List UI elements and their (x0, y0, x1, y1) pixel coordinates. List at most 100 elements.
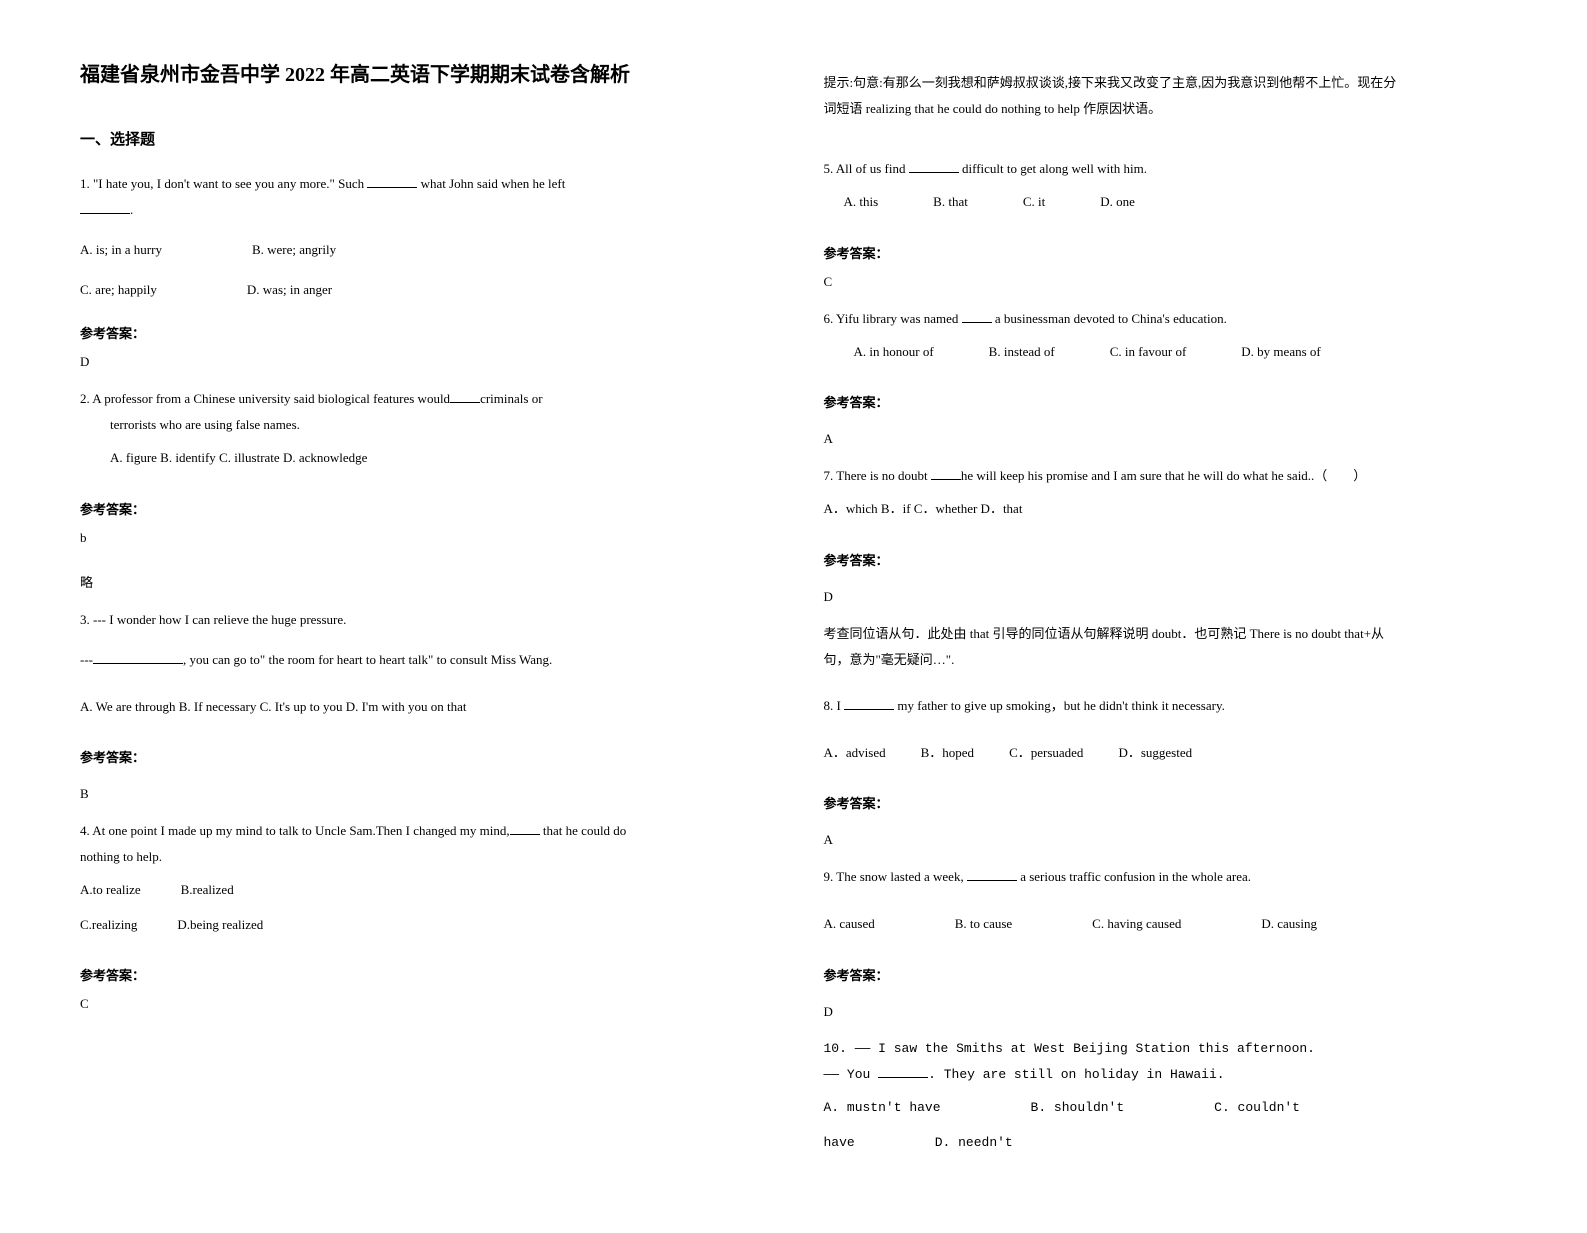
q9-opt-d: D. causing (1261, 910, 1317, 939)
question-3: 3. --- I wonder how I can relieve the hu… (80, 607, 764, 728)
q8-blank (844, 697, 894, 710)
q6-options: A. in honour of B. instead of C. in favo… (854, 338, 1508, 367)
q5-opt-c: C. it (1023, 188, 1045, 217)
q2-extra: 略 (80, 572, 764, 591)
section-1-header: 一、选择题 (80, 128, 764, 149)
q10-opt-b: B. shouldn't (1031, 1094, 1125, 1123)
q4-answer-label: 参考答案： (80, 965, 764, 984)
q10-blank (878, 1065, 928, 1078)
q10-options-row2: have D. needn't (824, 1129, 1508, 1158)
q10-opt-a: A. mustn't have (824, 1094, 941, 1123)
question-6: 6. Yifu library was named a businessman … (824, 306, 1508, 373)
q1-text-a: 1. "I hate you, I don't want to see you … (80, 176, 367, 191)
q8-options: A．advised B．hoped C．persuaded D．suggeste… (824, 739, 1508, 768)
q2-line1: 2. A professor from a Chinese university… (80, 386, 764, 412)
q10-line2: —— You . They are still on holiday in Ha… (824, 1062, 1508, 1088)
q5-text: 5. All of us find difficult to get along… (824, 156, 1508, 182)
q1-opt-b: B. were; angrily (252, 237, 336, 263)
q7-text-b: he will keep his promise and I am sure t… (961, 468, 1366, 483)
q5-opt-b: B. that (933, 188, 968, 217)
q4-options-row2: C.realizing D.being realized (80, 911, 764, 940)
q7-options: A．which B．if C．whether D．that (824, 495, 1508, 524)
q3-line1: 3. --- I wonder how I can relieve the hu… (80, 607, 764, 633)
left-column: 福建省泉州市金吾中学 2022 年高二英语下学期期末试卷含解析 一、选择题 1.… (80, 60, 764, 1173)
q7-text: 7. There is no doubt he will keep his pr… (824, 463, 1508, 489)
q2-answer: b (80, 530, 764, 546)
q10-line2-b: . They are still on holiday in Hawaii. (928, 1067, 1224, 1082)
q4-options-row1: A.to realize B.realized (80, 876, 764, 905)
q3-line2-b: , you can go to" the room for heart to h… (183, 652, 552, 667)
q6-opt-d: D. by means of (1241, 338, 1320, 367)
q8-text: 8. I my father to give up smoking，but he… (824, 693, 1508, 719)
q6-answer: A (824, 431, 1508, 447)
q8-opt-d: D．suggested (1118, 739, 1192, 768)
q1-line2: . (80, 197, 764, 223)
q3-line2-a: --- (80, 652, 93, 667)
question-2: 2. A professor from a Chinese university… (80, 386, 764, 479)
right-intro-b: 词短语 realizing that he could do nothing t… (824, 96, 1508, 122)
q1-answer: D (80, 354, 764, 370)
q9-text-a: 9. The snow lasted a week, (824, 869, 967, 884)
q3-line2: --- , you can go to" the room for heart t… (80, 647, 764, 673)
question-1: 1. "I hate you, I don't want to see you … (80, 171, 764, 303)
q8-opt-c: C．persuaded (1009, 739, 1083, 768)
q4-blank (510, 822, 540, 835)
q6-answer-label: 参考答案： (824, 392, 1508, 411)
q2-text-a: 2. A professor from a Chinese university… (80, 391, 450, 406)
q6-text-b: a businessman devoted to China's educati… (992, 311, 1227, 326)
q10-line2-a: —— You (824, 1067, 879, 1082)
q4-opt-d: D.being realized (177, 911, 263, 940)
q2-answer-label: 参考答案： (80, 499, 764, 518)
q5-answer: C (824, 274, 1508, 290)
q4-line1-b: that he could do (540, 823, 627, 838)
question-4: 4. At one point I made up my mind to tal… (80, 818, 764, 945)
q7-text-a: 7. There is no doubt (824, 468, 931, 483)
q6-opt-b: B. instead of (989, 338, 1055, 367)
q7-answer: D (824, 589, 1508, 605)
q4-opt-a: A.to realize (80, 876, 141, 905)
q1-opt-d: D. was; in anger (247, 277, 332, 303)
q10-line1: 10. —— I saw the Smiths at West Beijing … (824, 1036, 1508, 1062)
q7-answer-label: 参考答案： (824, 550, 1508, 569)
q2-line2: terrorists who are using false names. (80, 412, 764, 438)
q3-answer-label: 参考答案： (80, 747, 764, 766)
q5-opt-a: A. this (844, 188, 879, 217)
q2-blank (450, 390, 480, 403)
q9-answer-label: 参考答案： (824, 965, 1508, 984)
q10-opt-e: D. needn't (935, 1129, 1013, 1158)
q9-opt-a: A. caused (824, 910, 875, 939)
right-intro-a: 提示:句意:有那么一刻我想和萨姆叔叔谈谈,接下来我又改变了主意,因为我意识到他帮… (824, 70, 1508, 96)
q8-opt-b: B．hoped (921, 739, 974, 768)
q1-text-b: what John said when he left (417, 176, 565, 191)
q8-text-b: my father to give up smoking，but he didn… (894, 698, 1225, 713)
q4-opt-b: B.realized (181, 876, 234, 905)
q9-blank (967, 868, 1017, 881)
q1-options-row2: C. are; happily D. was; in anger (80, 277, 764, 303)
q7-blank (931, 467, 961, 480)
q4-line1: 4. At one point I made up my mind to tal… (80, 818, 764, 844)
q6-text: 6. Yifu library was named a businessman … (824, 306, 1508, 332)
q9-answer: D (824, 1004, 1508, 1020)
question-1-text: 1. "I hate you, I don't want to see you … (80, 171, 764, 197)
q9-opt-b: B. to cause (955, 910, 1012, 939)
q5-text-a: 5. All of us find (824, 161, 909, 176)
question-9: 9. The snow lasted a week, a serious tra… (824, 864, 1508, 945)
q4-answer: C (80, 996, 764, 1012)
q7-exp1: 考查同位语从句．此处由 that 引导的同位语从句解释说明 doubt．也可熟记… (824, 621, 1508, 647)
q9-opt-c: C. having caused (1092, 910, 1181, 939)
q10-opt-c: C. couldn't (1214, 1094, 1300, 1123)
q3-answer: B (80, 786, 764, 802)
q8-opt-a: A．advised (824, 739, 886, 768)
q6-opt-c: C. in favour of (1110, 338, 1187, 367)
q6-opt-a: A. in honour of (854, 338, 934, 367)
q8-text-a: 8. I (824, 698, 845, 713)
q4-opt-c: C.realizing (80, 911, 137, 940)
q4-line1-a: 4. At one point I made up my mind to tal… (80, 823, 510, 838)
question-10: 10. —— I saw the Smiths at West Beijing … (824, 1036, 1508, 1163)
q1-options-row1: A. is; in a hurry B. were; angrily (80, 237, 764, 263)
q9-text: 9. The snow lasted a week, a serious tra… (824, 864, 1508, 890)
q3-options: A. We are through B. If necessary C. It'… (80, 693, 764, 722)
q5-opt-d: D. one (1100, 188, 1135, 217)
document-title: 福建省泉州市金吾中学 2022 年高二英语下学期期末试卷含解析 (80, 60, 764, 90)
question-7: 7. There is no doubt he will keep his pr… (824, 463, 1508, 530)
